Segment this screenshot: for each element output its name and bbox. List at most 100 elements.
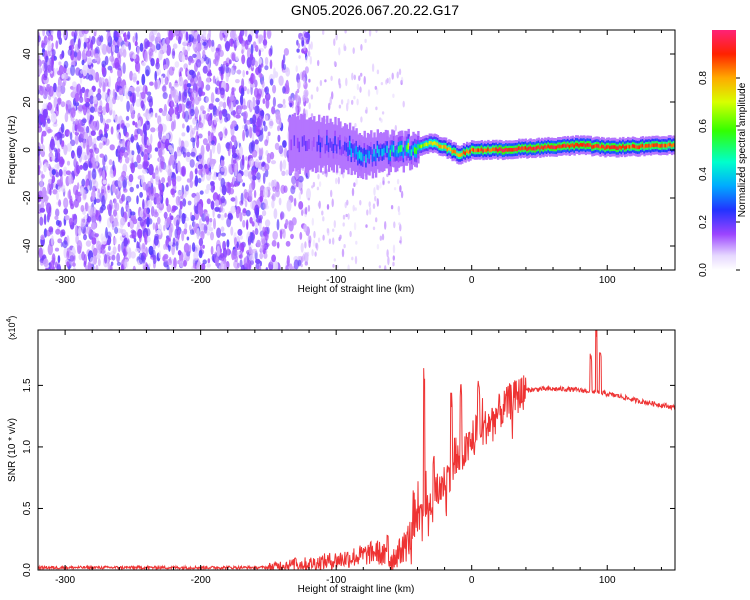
heatmap-cell [196, 227, 200, 240]
heatmap-cell [310, 41, 313, 50]
heatmap-cell [128, 41, 132, 51]
colorbar-tick-label: 0.6 [698, 119, 709, 133]
heatmap-cell [76, 195, 82, 203]
heatmap-cell [479, 148, 482, 153]
heatmap-cell [56, 138, 61, 150]
heatmap-cell [271, 195, 275, 200]
heatmap-cell [210, 245, 214, 255]
heatmap-cell [498, 147, 501, 151]
heatmap-cell [251, 169, 257, 176]
heatmap-cell [264, 233, 269, 241]
heatmap-cell [464, 151, 467, 156]
heatmap-cell [173, 257, 177, 269]
heatmap-cell [285, 85, 290, 94]
heatmap-cell [101, 60, 107, 68]
heatmap-cell [174, 61, 180, 68]
heatmap-cell [389, 149, 392, 157]
heatmap-cell [280, 184, 286, 194]
heatmap-cell [87, 205, 93, 215]
heatmap-cell [313, 230, 316, 239]
heatmap-cell [177, 250, 182, 256]
heatmap-cell [141, 73, 146, 86]
heatmap-cell [225, 70, 229, 83]
heatmap-cell [241, 54, 246, 65]
heatmap-cell [89, 148, 94, 154]
heatmap-cell [125, 156, 130, 164]
heatmap-cell [66, 250, 70, 260]
heatmap-cell [336, 264, 339, 269]
heatmap-cell [92, 247, 98, 257]
heatmap-cell [212, 207, 215, 219]
heatmap-cell [398, 211, 401, 216]
snr-xtick-label: 0 [469, 575, 475, 586]
heatmap-cell [355, 145, 358, 155]
heatmap-cell [181, 132, 186, 137]
heatmap-cell [156, 194, 162, 202]
heatmap-cell [254, 139, 259, 145]
heatmap-cell [456, 152, 459, 157]
heatmap-cell [141, 61, 146, 67]
heatmap-cell [296, 137, 300, 149]
heatmap-cell [327, 142, 331, 153]
heatmap-cell [314, 251, 317, 257]
heatmap-cell [282, 54, 286, 64]
heatmap-cell [354, 207, 357, 211]
heatmap-cell [307, 51, 310, 56]
heatmap-cell [366, 209, 369, 216]
heatmap-cell [364, 109, 368, 114]
heatmap-cell [214, 206, 220, 212]
heatmap-cell [288, 140, 292, 152]
heatmap-cell [365, 154, 368, 163]
heatmap-cell [210, 92, 215, 104]
heatmap-cell [264, 86, 269, 95]
heatmap-cell [592, 144, 596, 149]
heatmap-cell [87, 57, 92, 66]
heatmap-cell [174, 106, 179, 115]
heatmap-cell [142, 199, 145, 210]
heatmap-cell [268, 182, 271, 187]
heatmap-cell [516, 147, 519, 152]
heatmap-cell [84, 265, 90, 270]
heatmap-cell [116, 252, 120, 263]
heatmap-cell [220, 214, 225, 221]
heatmap-cell [102, 81, 105, 93]
heatmap-cell [163, 64, 169, 70]
figure-title: GN05.2026.067.20.22.G17 [291, 2, 459, 18]
heatmap-cell [38, 98, 41, 103]
heatmap-cell [262, 98, 266, 105]
heatmap-cell [258, 49, 261, 57]
heatmap-cell [56, 86, 62, 98]
heatmap-cell [379, 182, 382, 189]
heatmap-cell [236, 69, 242, 75]
heatmap-cell [657, 144, 661, 148]
heatmap-cell [365, 224, 368, 228]
heatmap-cell [350, 148, 353, 157]
heatmap-cell [202, 30, 207, 38]
heatmap-cell [155, 62, 160, 70]
heatmap-cell [89, 106, 95, 113]
heatmap-cell [172, 43, 178, 49]
heatmap-cell [664, 143, 667, 148]
heatmap-cell [142, 255, 146, 264]
heatmap-cell [82, 216, 86, 226]
heatmap-cell [535, 146, 539, 150]
heatmap-cell [146, 200, 153, 208]
heatmap-cell [40, 114, 44, 123]
heatmap-cell [58, 169, 63, 177]
heatmap-cell [237, 228, 243, 236]
heatmap-cell [387, 180, 390, 184]
heatmap-cell [163, 211, 168, 219]
heatmap-cell [485, 148, 488, 153]
heatmap-cell [573, 144, 576, 149]
heatmap-cell [77, 104, 84, 112]
heatmap-cell [333, 38, 336, 46]
heatmap-cell [140, 91, 146, 100]
heatmap-cell [162, 148, 165, 155]
heatmap-cell [83, 37, 89, 43]
heatmap-cell [250, 200, 256, 210]
heatmap-cell [39, 179, 44, 192]
heatmap-cell [318, 181, 322, 187]
heatmap-cell [596, 143, 599, 148]
heatmap-cell [188, 61, 191, 66]
heatmap-cell [235, 79, 240, 84]
